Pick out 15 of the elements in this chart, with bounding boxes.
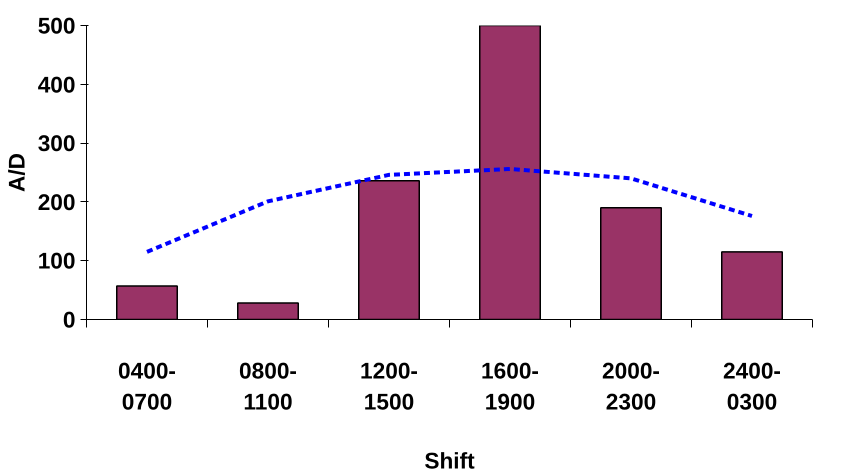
y-axis-title: A/D (4, 152, 30, 192)
y-tick-label: 300 (38, 130, 76, 156)
x-tick-label: 0800- 1100 (239, 358, 297, 415)
x-tick-label: 2400- 0300 (723, 358, 781, 415)
y-tick-label: 400 (38, 71, 76, 98)
x-axis-title: Shift (424, 448, 476, 474)
x-tick-label: 1600- 1900 (481, 358, 539, 415)
x-tick-label: 0400- 0700 (118, 358, 176, 415)
y-tick-label: 200 (38, 188, 76, 215)
x-tick-label: 1200- 1500 (360, 358, 418, 415)
x-tick-label: 2000- 2300 (602, 358, 660, 415)
line-series (145, 166, 754, 254)
y-tick-label: 500 (38, 12, 76, 38)
y-tick-label: 100 (38, 248, 76, 274)
y-tick-label: 0 (62, 306, 76, 332)
